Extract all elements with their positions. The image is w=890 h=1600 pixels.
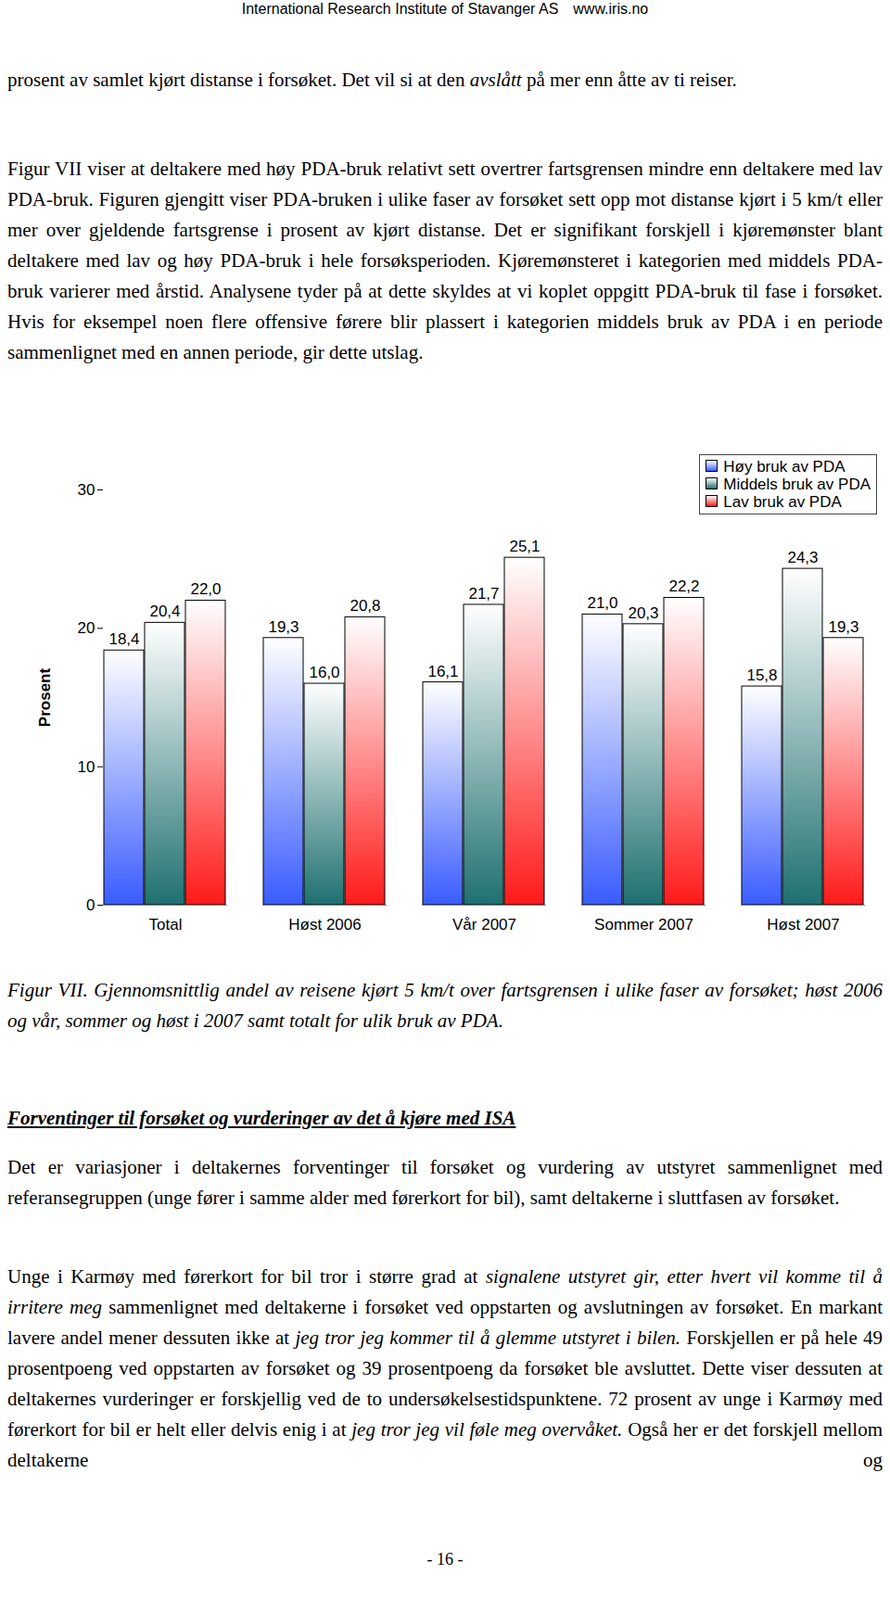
html-text:Unge i Karmøy med førerkort fo: Unge i Karmøy med førerkort for bil tror…: [7, 1265, 883, 1472]
svg-text:22,2: 22,2: [668, 577, 700, 596]
svg-text:16,1: 16,1: [427, 662, 458, 681]
html-text:Middels bruk av PDA: Middels bruk av PDA: [723, 475, 871, 494]
svg-text:Høst 2007: Høst 2007: [766, 915, 840, 934]
svg-text:15,8: 15,8: [746, 666, 777, 685]
svg-text:Prosent: Prosent: [36, 668, 54, 728]
html-text:International Research Institu: International Research Institute of Stav…: [241, 0, 559, 17]
svg-text:19,3: 19,3: [827, 618, 859, 636]
svg-text:30: 30: [77, 481, 96, 499]
svg-text:19,3: 19,3: [267, 618, 299, 636]
svg-text:10: 10: [77, 758, 96, 776]
svg-text:20: 20: [77, 619, 96, 637]
html-text:Figur VII viser at deltakere m: Figur VII viser at deltakere med høy PDA…: [7, 157, 883, 364]
html-text:Forventinger til forsøket og v: Forventinger til forsøket og vurderinger…: [7, 1106, 516, 1130]
html-text:Høy bruk av PDA: Høy bruk av PDA: [723, 457, 846, 476]
svg-text:24,3: 24,3: [787, 548, 818, 567]
html-text:Figur VII. Gjennomsnittlig and: Figur VII. Gjennomsnittlig andel av reis…: [7, 979, 883, 1032]
html-text:Lav bruk av PDA: Lav bruk av PDA: [723, 493, 842, 511]
svg-text:Vår 2007: Vår 2007: [452, 915, 517, 934]
html-text:Det er variasjoner i deltakern: Det er variasjoner i deltakernes forvent…: [7, 1156, 883, 1209]
svg-text:20,8: 20,8: [349, 597, 381, 615]
svg-text:25,1: 25,1: [508, 537, 540, 556]
svg-text:21,7: 21,7: [468, 584, 499, 603]
svg-text:0: 0: [86, 896, 95, 915]
svg-text:22,0: 22,0: [190, 580, 221, 598]
svg-text:21,0: 21,0: [586, 594, 618, 612]
svg-text:16,0: 16,0: [308, 663, 340, 682]
html-text:- 16 -: - 16 -: [426, 1550, 464, 1569]
svg-text:Total: Total: [149, 915, 183, 934]
svg-text:Sommer 2007: Sommer 2007: [594, 915, 694, 934]
svg-text:18,4: 18,4: [108, 630, 140, 649]
html-text:prosent av samlet kjørt distan: prosent av samlet kjørt distanse i forsø…: [7, 68, 737, 91]
svg-text:20,3: 20,3: [627, 604, 659, 623]
svg-text:Høst 2006: Høst 2006: [288, 915, 361, 934]
html-text:www.iris.no: www.iris.no: [573, 0, 649, 17]
svg-text:20,4: 20,4: [149, 602, 180, 621]
